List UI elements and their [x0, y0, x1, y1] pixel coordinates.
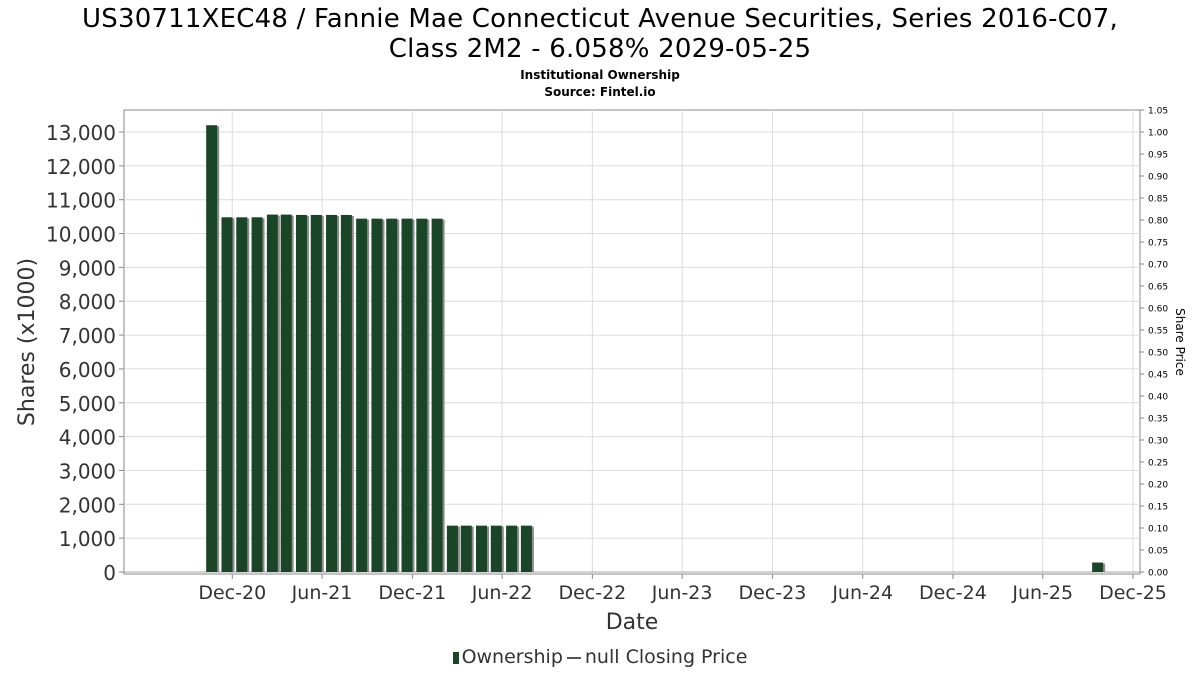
y2-tick-label: 0.55: [1148, 327, 1168, 337]
ownership-bar: [221, 217, 233, 573]
ownership-bar: [401, 218, 413, 572]
ownership-bar: [446, 525, 458, 572]
y2-tick-label: 0.35: [1148, 415, 1168, 425]
y2-tick-label: 0.75: [1148, 239, 1168, 249]
y-tick-label: 0: [103, 561, 116, 585]
x-tick-label: Dec-21: [378, 582, 446, 604]
y2-tick-label: 0.85: [1148, 195, 1168, 205]
y-tick-label: 7,000: [59, 324, 116, 348]
bar-series: [206, 125, 1106, 573]
ownership-bar: [356, 218, 368, 572]
y-tick-label: 1,000: [59, 527, 116, 551]
chart-subtitle: Institutional Ownership: [520, 68, 680, 82]
y2-axis-label: Share Price: [1173, 308, 1187, 376]
x-tick-label: Jun-23: [651, 582, 713, 604]
y2-tick-label: 0.90: [1148, 173, 1168, 183]
y-tick-label: 8,000: [59, 290, 116, 314]
legend-ownership-label: Ownership: [461, 646, 563, 668]
ownership-bar: [206, 125, 218, 572]
y2-tick-label: 0.45: [1148, 371, 1168, 381]
y2-tick-label: 0.05: [1148, 547, 1168, 557]
y2-tick-label: 0.20: [1148, 481, 1168, 491]
y-axis-label: Shares (x1000): [15, 258, 40, 426]
x-tick-label: Dec-24: [919, 582, 987, 604]
y-tick-label: 11,000: [46, 189, 116, 213]
x-tick-label: Jun-21: [291, 582, 353, 604]
y2-tick-label: 0.80: [1148, 217, 1168, 227]
ownership-bar: [476, 525, 488, 572]
y2-tick-label: 0.30: [1148, 437, 1168, 447]
y-axis-ticks: 0 1,000 2,000 3,000 4,000 5,000 6,000 7,000 8,00…: [46, 121, 124, 585]
x-tick-label: Dec-20: [198, 582, 266, 604]
y2-tick-label: 1.00: [1148, 129, 1168, 139]
ownership-bar: [266, 214, 278, 573]
ownership-bar: [236, 217, 248, 573]
x-tick-label: Dec-22: [558, 582, 626, 604]
x-tick-label: Dec-25: [1099, 582, 1167, 604]
y-tick-label: 5,000: [59, 392, 116, 416]
chart-title-line2: Class 2M2 - 6.058% 2029-05-25: [388, 34, 812, 64]
x-tick-label: Jun-25: [1011, 582, 1073, 604]
ownership-bar: [251, 217, 263, 573]
y2-tick-label: 0.95: [1148, 151, 1168, 161]
y-tick-label: 4,000: [59, 426, 116, 450]
y2-tick-label: 0.70: [1148, 261, 1168, 271]
chart-title-line1: US30711XEC48 / Fannie Mae Connecticut Av…: [82, 4, 1118, 34]
y-tick-label: 9,000: [59, 256, 116, 280]
y2-tick-label: 0.65: [1148, 283, 1168, 293]
y2-axis-ticks: 0.00 0.05 0.10 0.15 0.20 0.25 0.30 0.35 0.40 0.45…: [1140, 107, 1168, 579]
y2-tick-label: 0.50: [1148, 349, 1168, 359]
ownership-bar: [490, 525, 502, 572]
ownership-bar: [340, 214, 352, 572]
ownership-bar: [460, 525, 472, 572]
x-tick-label: Jun-24: [831, 582, 893, 604]
ownership-bar: [416, 218, 428, 572]
x-axis-label: Date: [606, 610, 659, 635]
ownership-bar: [295, 214, 307, 572]
y-tick-label: 13,000: [46, 121, 116, 145]
legend: Ownership null Closing Price: [0, 646, 1200, 668]
y-tick-label: 2,000: [59, 493, 116, 517]
ownership-bar: [506, 525, 518, 572]
legend-closing-price-label: null Closing Price: [584, 646, 748, 668]
ownership-bar: [431, 218, 443, 572]
legend-bar-swatch: [452, 651, 459, 664]
x-tick-label: Jun-22: [471, 582, 533, 604]
chart-source: Source: Fintel.io: [544, 85, 656, 99]
ownership-bar: [520, 525, 532, 572]
y-tick-label: 3,000: [59, 459, 116, 483]
y2-tick-label: 1.05: [1148, 107, 1168, 117]
y2-tick-label: 0.25: [1148, 459, 1168, 469]
ownership-bar: [280, 214, 292, 573]
y-tick-label: 10,000: [46, 223, 116, 247]
y-tick-label: 6,000: [59, 358, 116, 382]
ownership-bar: [371, 218, 383, 572]
y2-tick-label: 0.60: [1148, 305, 1168, 315]
legend-line-swatch: [566, 656, 581, 659]
y-tick-label: 12,000: [46, 155, 116, 179]
y2-tick-label: 0.00: [1148, 569, 1168, 579]
ownership-bar: [310, 214, 322, 572]
ownership-bar: [326, 214, 338, 572]
ownership-bar: [1092, 562, 1104, 572]
y2-tick-label: 0.10: [1148, 525, 1168, 535]
x-axis-ticks: Dec-20 Jun-21 Dec-21 Jun-22 Dec-22 Jun-23 Dec-…: [198, 574, 1167, 604]
y2-tick-label: 0.40: [1148, 393, 1168, 403]
y2-tick-label: 0.15: [1148, 503, 1168, 513]
x-tick-label: Dec-23: [739, 582, 807, 604]
ownership-chart: 0 1,000 2,000 3,000 4,000 5,000 6,000 7,000 8,00…: [15, 107, 1187, 636]
ownership-bar: [386, 218, 398, 572]
